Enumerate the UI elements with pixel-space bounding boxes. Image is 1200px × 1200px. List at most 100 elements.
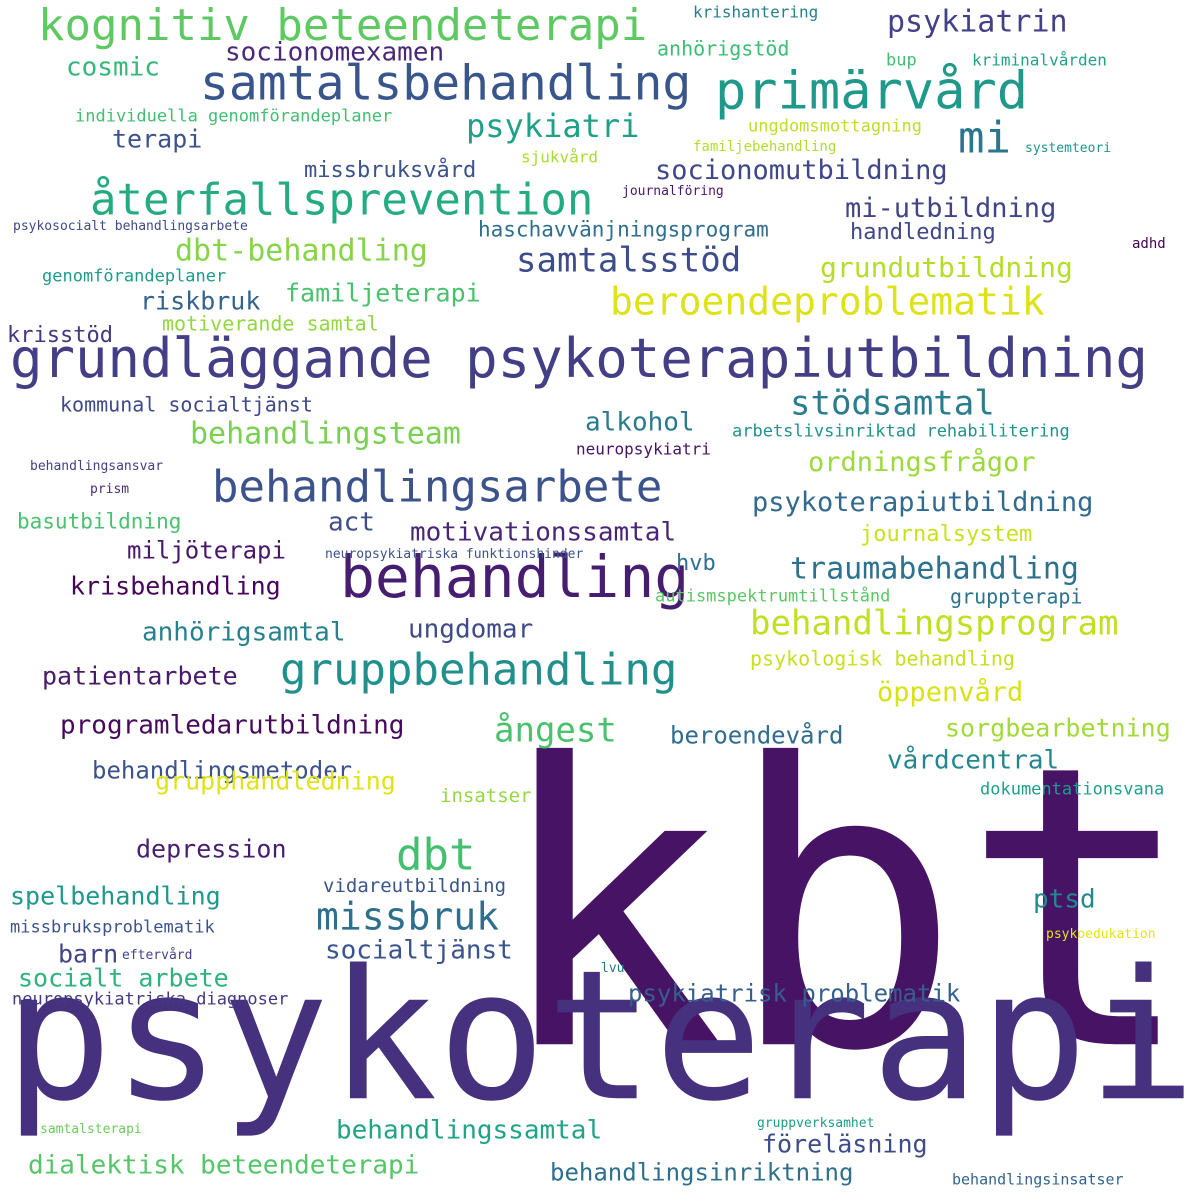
cloud-word: psykiatri xyxy=(466,107,639,145)
cloud-word: barn xyxy=(58,940,118,969)
cloud-word: miljöterapi xyxy=(127,537,286,565)
cloud-word: mi xyxy=(958,112,1011,163)
cloud-word: dbt xyxy=(396,829,475,880)
cloud-word: grupphandledning xyxy=(155,767,396,796)
cloud-word: psykoedukation xyxy=(1046,927,1156,942)
cloud-word: samtalsterapi xyxy=(40,1122,142,1137)
cloud-word: individuella genomförandeplaner xyxy=(75,106,392,126)
cloud-word: gruppbehandling xyxy=(280,644,677,695)
cloud-word: behandlingsinsatser xyxy=(952,1171,1124,1189)
cloud-word: motivationssamtal xyxy=(410,517,676,547)
cloud-word: alkohol xyxy=(585,407,695,437)
cloud-word: samtalsbehandling xyxy=(200,55,691,111)
cloud-word: cosmic xyxy=(66,52,160,82)
cloud-word: kbt xyxy=(492,682,1196,1136)
cloud-word: kommunal socialtjänst xyxy=(60,393,313,417)
cloud-word: beroendevård xyxy=(670,721,843,750)
cloud-word: psykoterapiutbildning xyxy=(752,487,1093,518)
cloud-word: riskbruk xyxy=(140,287,260,316)
cloud-word: familjebehandling xyxy=(693,139,836,155)
cloud-word: ungdomsmottagning xyxy=(748,116,922,136)
cloud-word: missbruksproblematik xyxy=(10,917,215,937)
cloud-word: stödsamtal xyxy=(790,384,995,424)
cloud-word: behandlingsansvar xyxy=(30,459,163,474)
cloud-word: dialektisk beteendeterapi xyxy=(28,1150,419,1180)
cloud-word: psykosocialt behandlingsarbete xyxy=(13,219,248,234)
cloud-word: genomförandeplaner xyxy=(42,266,226,286)
cloud-word: socialt arbete xyxy=(18,964,229,993)
cloud-word: psykologisk behandling xyxy=(750,647,1015,671)
cloud-word: behandling xyxy=(340,543,689,611)
cloud-word: primärvård xyxy=(715,62,1028,122)
cloud-word: föreläsning xyxy=(762,1130,928,1159)
cloud-word: traumabehandling xyxy=(790,551,1079,586)
cloud-word: dokumentationsvana xyxy=(980,779,1164,799)
cloud-word: familjeterapi xyxy=(285,279,481,308)
cloud-word: vårdcentral xyxy=(887,744,1059,775)
cloud-word: ordningsfrågor xyxy=(808,447,1036,478)
cloud-word: beroendeproblematik xyxy=(610,280,1045,324)
cloud-word: behandlingsmetoder xyxy=(92,757,352,785)
cloud-word: anhörigsamtal xyxy=(142,617,346,647)
cloud-word: terapi xyxy=(112,125,202,154)
cloud-word: ptsd xyxy=(1033,884,1096,914)
cloud-word: neuropsykiatriska funktionshinder xyxy=(325,547,583,562)
cloud-word: insatser xyxy=(440,785,532,807)
cloud-word: arbetslivsinriktad rehabilitering xyxy=(732,421,1070,441)
cloud-word: systemteori xyxy=(1025,141,1111,156)
cloud-word: depression xyxy=(136,835,287,864)
cloud-word: behandlingsprogram xyxy=(750,604,1118,644)
cloud-word: spelbehandling xyxy=(10,882,221,911)
cloud-word: grundutbildning xyxy=(820,251,1073,284)
cloud-word: samtalsstöd xyxy=(516,241,741,281)
cloud-word: kognitiv beteendeterapi xyxy=(38,0,647,51)
cloud-word: basutbildning xyxy=(17,509,181,533)
cloud-word: psykiatrisk problematik xyxy=(628,980,961,1008)
cloud-word: öppenvård xyxy=(877,677,1023,708)
cloud-word: missbruk xyxy=(316,895,499,939)
cloud-word: neuropsykiatri xyxy=(576,439,711,458)
cloud-word: journalföring xyxy=(622,184,724,199)
cloud-word: behandlingsteam xyxy=(190,416,461,451)
cloud-word: adhd xyxy=(1132,236,1166,252)
cloud-word: ångest xyxy=(494,711,617,751)
cloud-word: grundläggande psykoterapiutbildning xyxy=(10,327,1148,390)
cloud-word: dbt-behandling xyxy=(175,233,428,268)
cloud-word: socionomutbildning xyxy=(655,155,948,186)
cloud-word: behandlingsinriktning xyxy=(550,1159,853,1187)
cloud-word: psykoterapi xyxy=(4,932,1196,1141)
cloud-word: kriminalvården xyxy=(972,50,1107,69)
cloud-word: vidareutbildning xyxy=(323,875,506,897)
cloud-word: psykiatrin xyxy=(887,4,1068,39)
cloud-word: lvu xyxy=(601,961,624,976)
cloud-word: socionomexamen xyxy=(225,37,444,67)
cloud-word: autismspektrumtillstånd xyxy=(655,585,890,606)
cloud-word: missbruksvård xyxy=(304,157,476,183)
cloud-word: motiverande samtal xyxy=(162,312,379,336)
cloud-word: krisbehandling xyxy=(70,572,281,601)
cloud-word: anhörigstöd xyxy=(657,37,789,61)
cloud-word: gruppverksamhet xyxy=(757,1116,874,1131)
cloud-word: behandlingssamtal xyxy=(336,1115,602,1145)
cloud-word: journalsystem xyxy=(860,522,1032,547)
cloud-word: sorgbearbetning xyxy=(945,714,1171,743)
cloud-word: patientarbete xyxy=(42,662,238,691)
cloud-word: sjukvård xyxy=(521,147,598,166)
cloud-word: eftervård xyxy=(122,948,192,963)
cloud-word: socialtjänst xyxy=(325,935,513,965)
cloud-word: krishantering xyxy=(693,2,818,21)
cloud-word: mi-utbildning xyxy=(845,193,1056,224)
cloud-word: neuropsykiatriska diagnoser xyxy=(12,989,288,1009)
cloud-word: gruppterapi xyxy=(950,585,1082,609)
cloud-word: ungdomar xyxy=(408,614,533,644)
cloud-word: behandlingsarbete xyxy=(212,461,662,512)
cloud-word: återfallsprevention xyxy=(90,174,593,225)
cloud-word: prism xyxy=(90,482,129,497)
cloud-word: haschavvänjningsprogram xyxy=(478,217,769,241)
cloud-word: programledarutbildning xyxy=(60,710,404,740)
cloud-word: bup xyxy=(886,50,917,70)
cloud-word: act xyxy=(328,507,375,537)
cloud-word: hvb xyxy=(676,551,716,576)
